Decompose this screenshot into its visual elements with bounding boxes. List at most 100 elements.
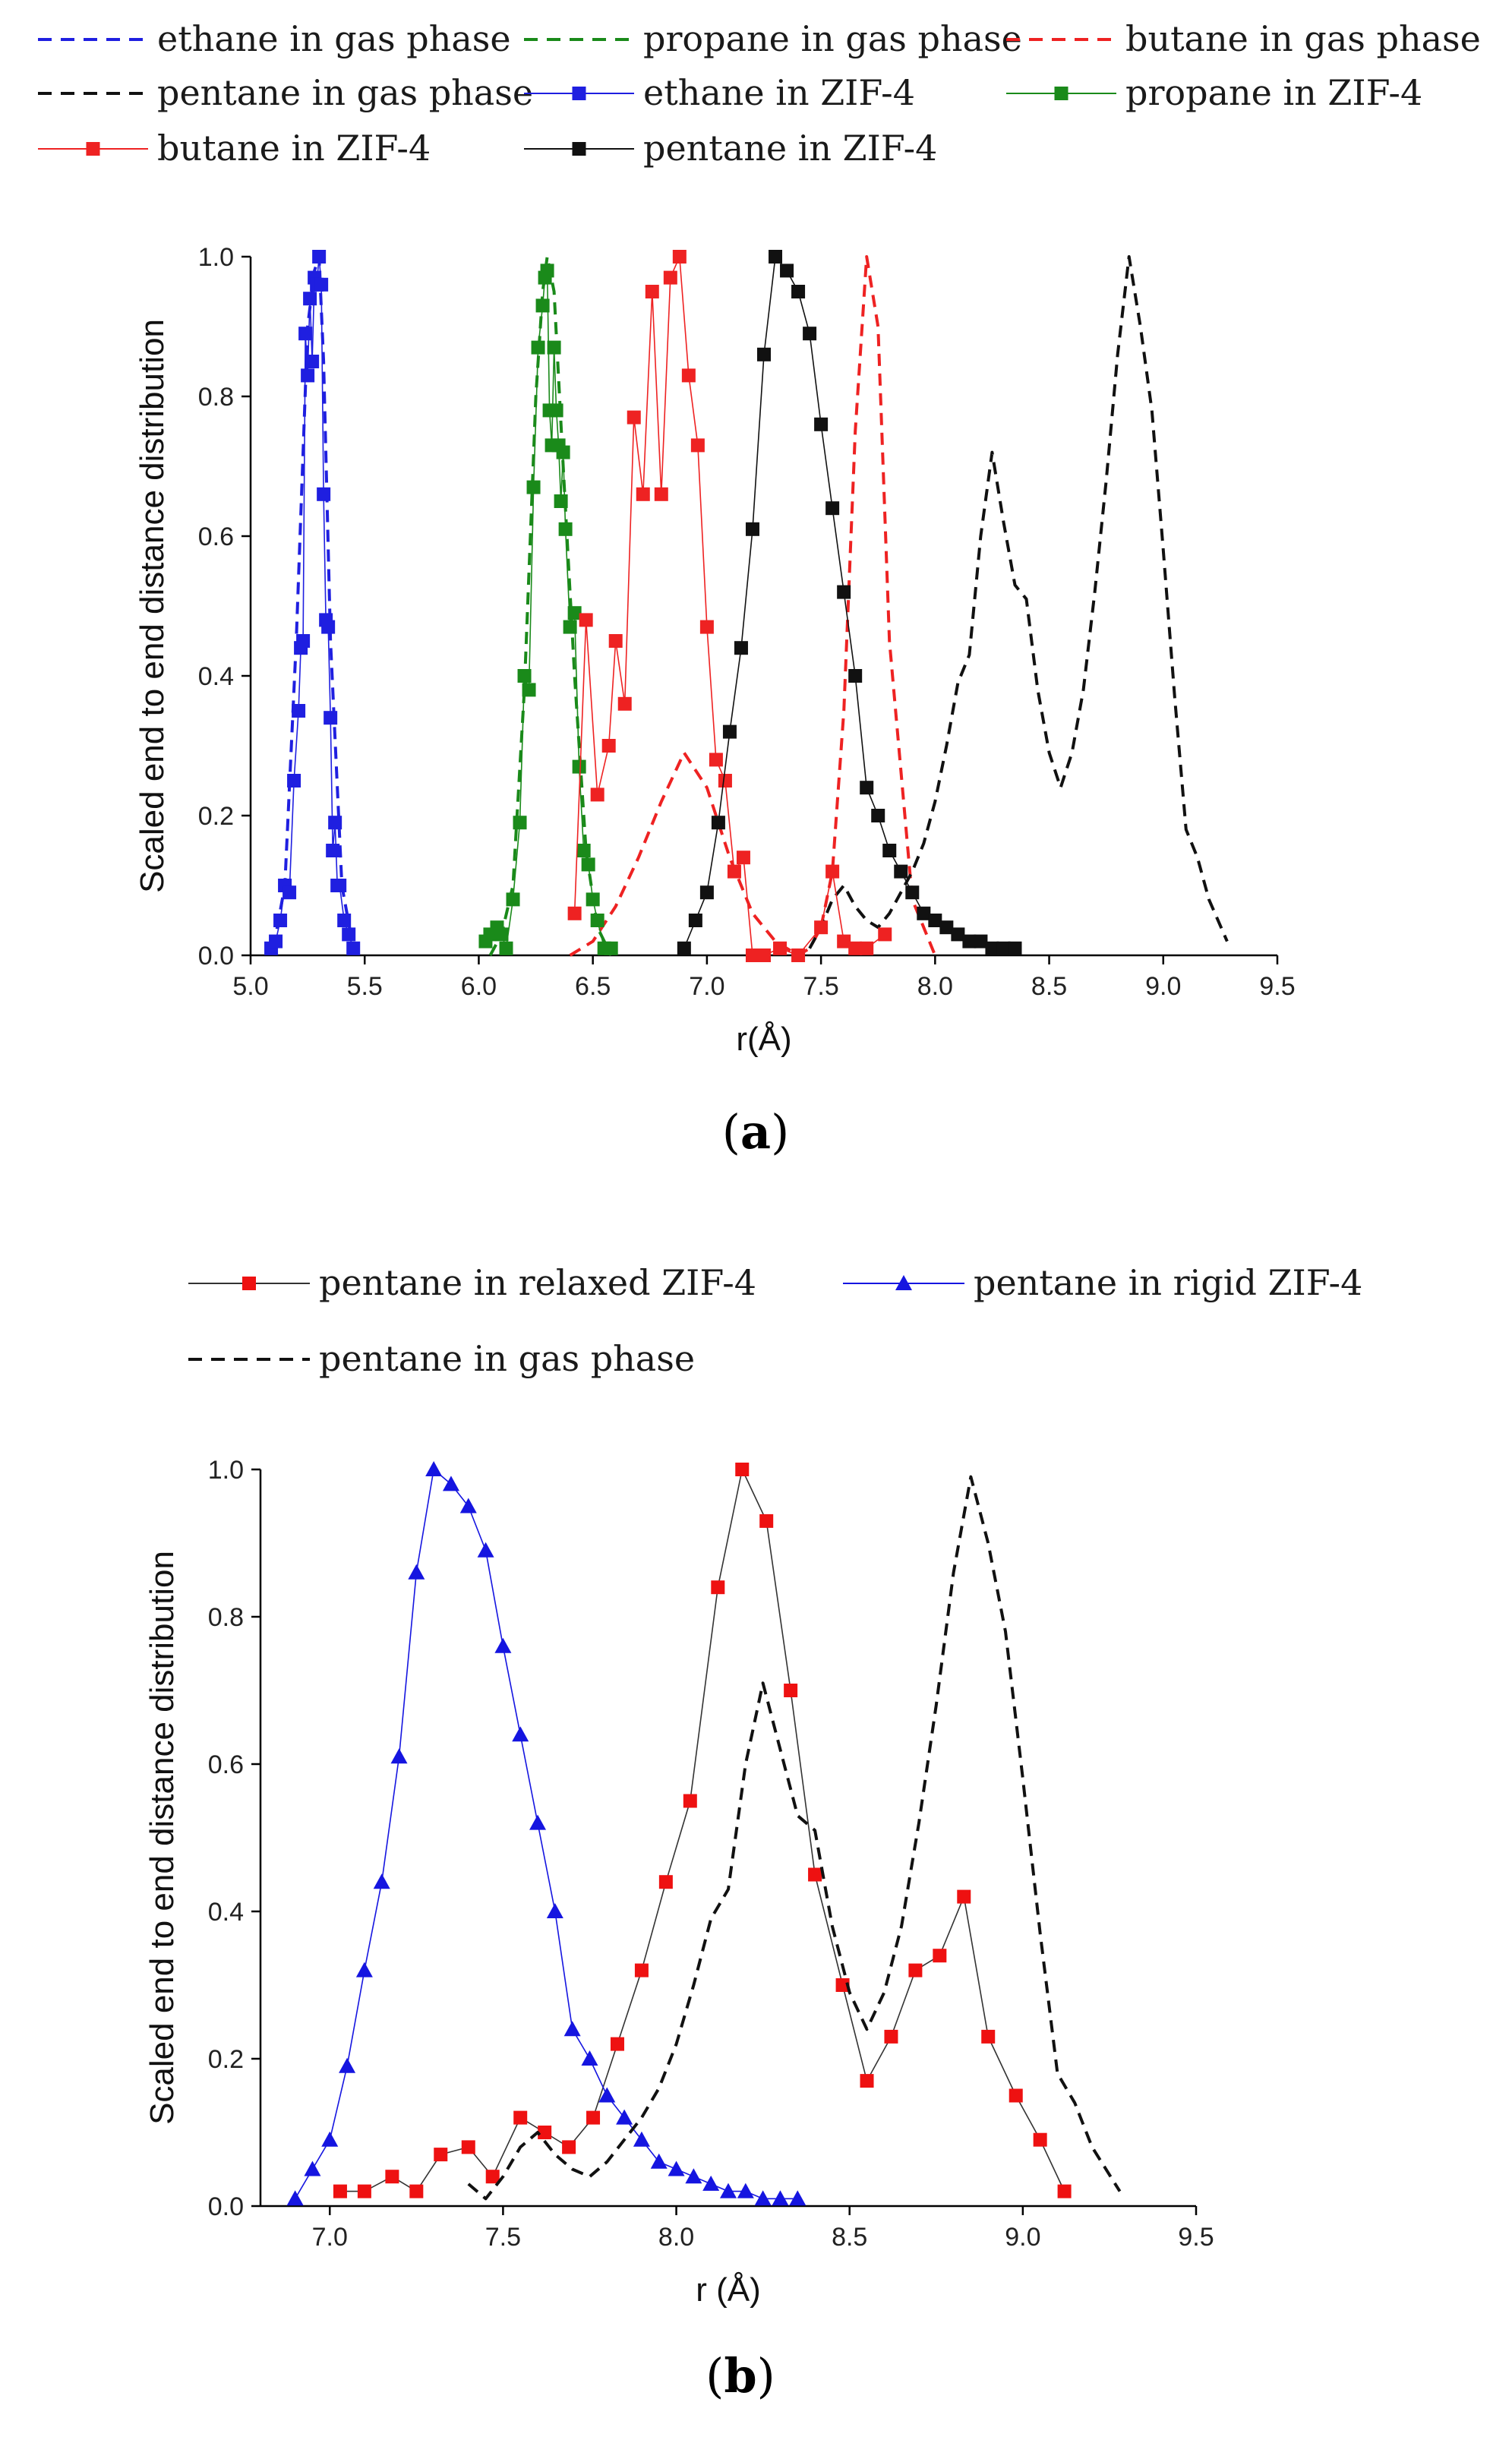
series-pentane-in-rigid-zif-4 <box>286 1461 807 2206</box>
data-point <box>581 857 595 872</box>
data-point <box>526 480 541 494</box>
caption-paren-open: ( <box>705 2348 724 2404</box>
x-tick-label: 8.5 <box>1031 972 1067 1001</box>
data-point <box>586 2110 601 2125</box>
data-point <box>685 2168 702 2184</box>
data-point <box>333 2184 347 2198</box>
plot-area <box>286 1461 1122 2206</box>
data-point <box>688 914 702 927</box>
data-point <box>409 2184 424 2198</box>
data-point <box>390 1748 408 1764</box>
y-tick-label: 1.0 <box>198 243 234 272</box>
series-line <box>488 255 613 956</box>
data-point <box>357 2184 371 2198</box>
series-pentane-in-relaxed-zif-4 <box>333 1463 1072 2198</box>
data-point <box>939 920 954 935</box>
data-point <box>951 927 965 942</box>
data-point <box>727 864 741 879</box>
series-line <box>808 255 1229 949</box>
series-line <box>467 1475 1122 2201</box>
data-point <box>780 264 794 278</box>
series-pentane-in-gas-phase <box>467 1475 1122 2201</box>
data-point <box>562 2140 576 2154</box>
series-butane-in-zif-4 <box>567 250 892 962</box>
data-point <box>301 368 315 383</box>
x-tick-label: 7.0 <box>312 2223 348 2252</box>
data-point <box>494 927 509 942</box>
data-point <box>627 410 641 425</box>
data-point <box>286 2190 304 2206</box>
data-point <box>668 2161 685 2176</box>
data-point <box>633 2131 650 2147</box>
data-point <box>928 914 942 927</box>
data-point <box>981 2029 996 2044</box>
data-point <box>283 885 297 900</box>
data-point <box>342 927 356 942</box>
legend-label: pentane in gas phase <box>319 1338 695 1379</box>
data-point <box>996 941 1011 955</box>
panel-caption: (b) <box>705 2348 775 2404</box>
data-point <box>337 914 352 927</box>
legend-item-butane-in-zif-4: butane in ZIF-4 <box>38 128 431 169</box>
y-tick-label: 0.2 <box>198 802 234 831</box>
data-point <box>884 2029 898 2044</box>
series-line <box>573 256 885 956</box>
data-point <box>273 914 288 927</box>
data-point <box>769 250 783 264</box>
data-point <box>549 403 563 418</box>
x-tick-label: 7.0 <box>689 972 724 1001</box>
data-point <box>1033 2132 1047 2147</box>
data-point <box>355 1962 373 1977</box>
data-point <box>425 1461 443 1476</box>
legend-item-propane-in-gas-phase: propane in gas phase <box>524 18 1022 59</box>
data-point <box>848 669 863 683</box>
data-point <box>808 1867 822 1882</box>
y-tick-label: 0.6 <box>208 1750 244 1779</box>
data-point <box>461 2140 475 2154</box>
data-point <box>529 1814 547 1830</box>
data-point <box>321 2131 339 2147</box>
data-point <box>837 585 851 599</box>
data-point <box>814 920 829 935</box>
legend-item-butane-in-gas-phase: butane in gas phase <box>1006 18 1481 59</box>
y-tick-label: 0.0 <box>208 2192 244 2221</box>
y-tick-label: 0.8 <box>198 383 234 412</box>
legend-item-pentane-in-relaxed-zif-4: pentane in relaxed ZIF-4 <box>188 1262 756 1303</box>
legend-item-pentane-in-gas-phase: pentane in gas phase <box>38 72 533 113</box>
data-point <box>735 1463 750 1476</box>
panel-b: pentane in relaxed ZIF-4 pentane in rigid… <box>144 1262 1362 2404</box>
data-point <box>860 941 874 955</box>
data-point <box>540 264 554 278</box>
data-point <box>711 1580 725 1595</box>
data-point <box>586 892 600 907</box>
y-tick-label: 0.8 <box>208 1603 244 1632</box>
data-point <box>711 816 725 830</box>
caption-paren-close: ) <box>757 2348 775 2404</box>
y-axis-title: Scaled end to end distance distribution <box>134 319 171 893</box>
data-point <box>459 1498 477 1513</box>
data-point <box>663 270 677 285</box>
data-point <box>385 2170 399 2184</box>
data-point <box>985 941 999 955</box>
data-point <box>567 606 582 620</box>
data-point <box>962 934 977 948</box>
data-point <box>499 941 513 955</box>
data-point <box>522 683 536 697</box>
data-point <box>567 906 582 920</box>
legend-label: propane in gas phase <box>643 18 1022 59</box>
legend-label: propane in ZIF-4 <box>1125 72 1422 113</box>
x-tick-label: 8.0 <box>658 2223 694 2252</box>
data-point <box>825 864 840 879</box>
x-tick-label: 9.0 <box>1005 2223 1040 2252</box>
y-tick-label: 0.2 <box>208 2045 244 2074</box>
axes: 5.0 5.5 6.0 6.5 7.0 7.5 8.0 8.5 9.0 9.5 0.0 0.2 0.4 0… <box>134 243 1296 1058</box>
data-point <box>547 340 561 355</box>
series-propane-in-zif-4 <box>478 264 618 955</box>
legend-label: ethane in ZIF-4 <box>643 72 915 113</box>
data-point <box>737 2183 754 2198</box>
caption-label: b <box>724 2348 756 2404</box>
data-point <box>269 934 283 948</box>
data-point <box>287 774 301 788</box>
series-line <box>339 1469 1065 2192</box>
data-point <box>736 851 750 865</box>
